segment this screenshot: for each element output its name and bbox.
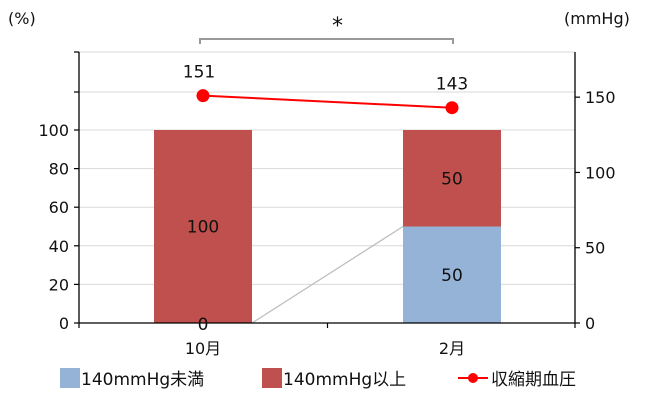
right-tick-label: 100 bbox=[585, 163, 616, 182]
data-labels: 0 50 100 50 151 143 bbox=[183, 63, 468, 335]
series-connector-lines bbox=[251, 225, 404, 324]
bar-data-label: 0 bbox=[198, 315, 209, 335]
right-axis-unit: (mmHg) bbox=[564, 9, 630, 28]
bar-data-label: 100 bbox=[187, 218, 219, 238]
bars bbox=[154, 130, 501, 323]
bar bbox=[403, 226, 501, 323]
legend: 140mmHg未満 140mmHg以上 収縮期血圧 bbox=[60, 368, 576, 390]
significance-bracket-line bbox=[199, 38, 454, 44]
legend-label: 140mmHg以上 bbox=[283, 370, 406, 390]
left-tick-label: 20 bbox=[49, 275, 69, 294]
bar-data-label: 50 bbox=[441, 266, 463, 286]
x-tick-label: 10月 bbox=[185, 339, 221, 358]
line-series bbox=[196, 89, 459, 115]
bar-data-label: 50 bbox=[441, 169, 463, 189]
left-tick-label: 100 bbox=[38, 121, 69, 140]
legend-swatch bbox=[262, 368, 282, 388]
right-tick-label: 150 bbox=[585, 88, 616, 107]
left-tick-label: 80 bbox=[49, 160, 69, 179]
legend-label: 140mmHg未満 bbox=[81, 370, 204, 390]
line-data-label: 151 bbox=[183, 63, 215, 83]
right-tick-label: 50 bbox=[585, 239, 605, 258]
x-tick-label: 2月 bbox=[439, 339, 465, 358]
line-point bbox=[196, 89, 210, 103]
legend-marker bbox=[468, 373, 478, 383]
legend-label: 収縮期血圧 bbox=[491, 370, 576, 390]
significance-bracket: * bbox=[199, 14, 454, 44]
line-point bbox=[445, 101, 459, 115]
axes: 0 20 40 60 80 100 0 50 100 150 10月 2月 bbox=[38, 51, 616, 358]
line-data-label: 143 bbox=[436, 75, 468, 95]
left-tick-label: 0 bbox=[59, 314, 69, 333]
bar bbox=[154, 130, 252, 323]
left-axis-unit: (%) bbox=[8, 9, 36, 28]
left-tick-label: 60 bbox=[49, 198, 69, 217]
legend-swatch bbox=[60, 368, 80, 388]
significance-marker: * bbox=[332, 14, 343, 39]
series-connector-line bbox=[251, 225, 404, 324]
bar bbox=[403, 130, 501, 227]
line-series-path bbox=[202, 94, 453, 109]
left-tick-label: 40 bbox=[49, 237, 69, 256]
right-tick-label: 0 bbox=[585, 314, 595, 333]
